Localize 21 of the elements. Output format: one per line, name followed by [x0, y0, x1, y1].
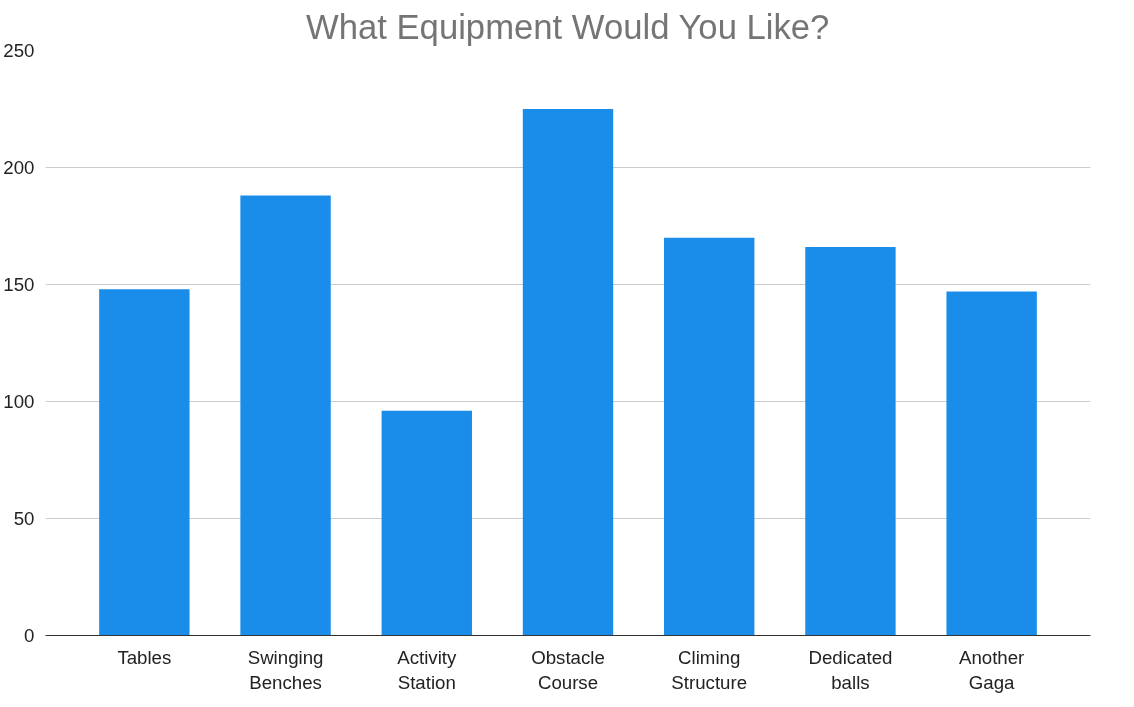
x-tick-label: Another Gaga — [958, 646, 1025, 693]
chart-title: What Equipment Would You Like? — [305, 7, 830, 46]
x-tick-label: Climing Structure — [671, 646, 748, 693]
y-tick-label: 150 — [3, 274, 35, 295]
x-tick-label: Activity Station — [397, 646, 457, 693]
y-tick-label: 250 — [3, 40, 35, 61]
y-tick-label: 200 — [3, 157, 35, 178]
x-tick-label: Obstacle Course — [531, 646, 605, 693]
bar — [946, 291, 1037, 636]
bar — [381, 410, 472, 636]
bar — [99, 289, 190, 636]
bar — [522, 109, 614, 636]
x-tick-label: Swinging Benches — [247, 646, 324, 693]
x-tick-label: Tables — [117, 646, 172, 668]
y-tick-label: 0 — [24, 625, 35, 646]
bar — [240, 195, 331, 636]
y-tick-label: 50 — [13, 508, 35, 529]
y-tick-label: 100 — [3, 391, 35, 412]
x-tick-label: Dedicated balls — [808, 646, 893, 693]
bar — [805, 247, 896, 636]
bar — [664, 237, 755, 636]
